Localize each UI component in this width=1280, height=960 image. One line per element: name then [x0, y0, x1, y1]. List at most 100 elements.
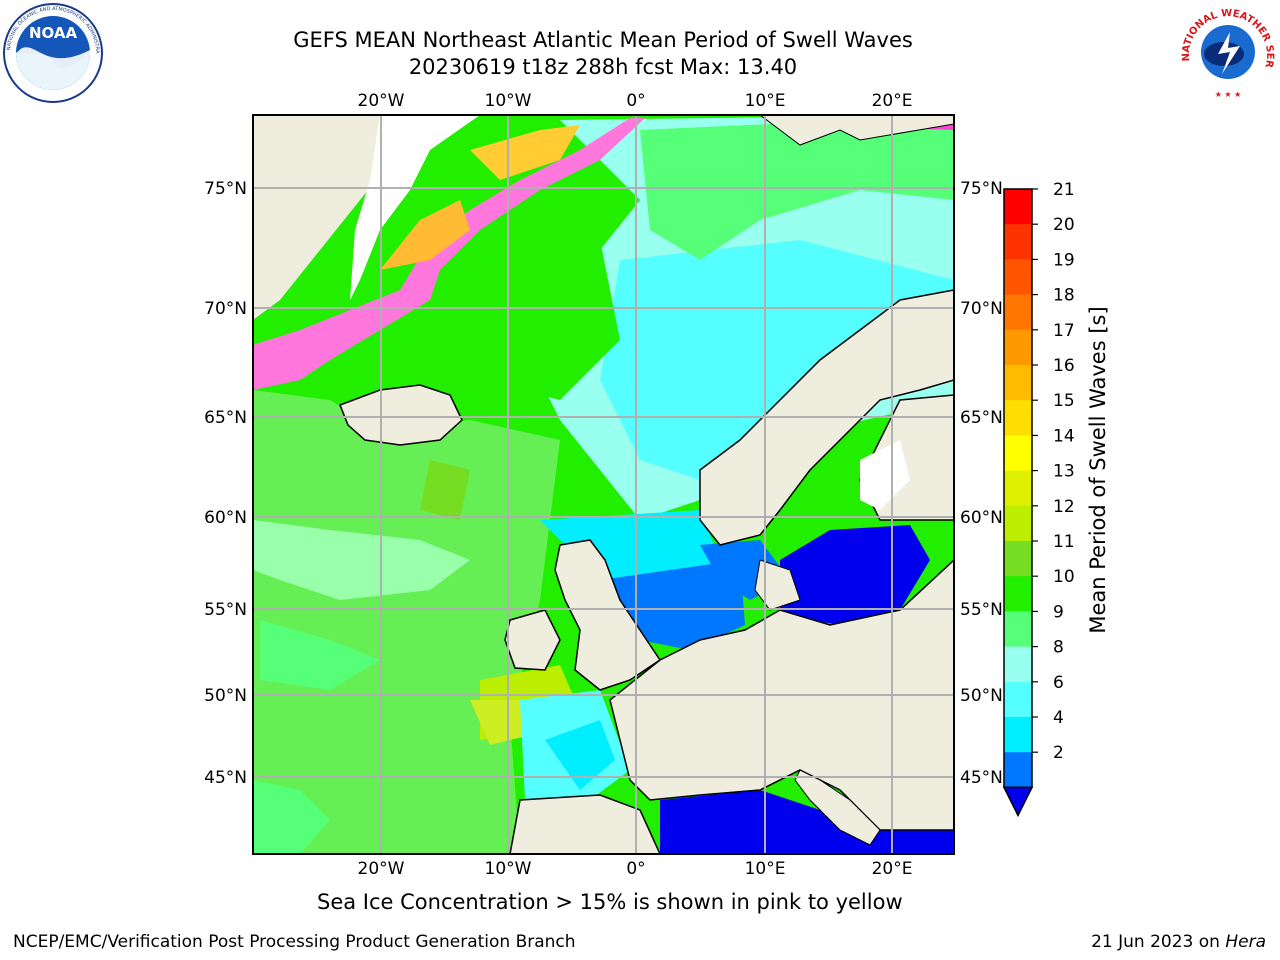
- sea-ice-yellow-1: [380, 200, 470, 270]
- gulf-of-bothnia-ice: [860, 440, 910, 510]
- lon-labels-top: 20°W 10°W 0° 10°E 20°E: [358, 91, 913, 111]
- colorbar-tick-label: 8: [1053, 638, 1064, 658]
- chart-title: GEFS MEAN Northeast Atlantic Mean Period…: [293, 28, 913, 52]
- colorbar-segment: [1004, 646, 1032, 683]
- colorbar-tick-label: 20: [1053, 215, 1075, 235]
- colorbar-tick-label: 14: [1053, 426, 1075, 446]
- swell-10-11-north: [450, 240, 620, 400]
- swell-lt2-mediterranean: [660, 790, 954, 854]
- colorbar: 21 20 19 18 17 16 15 14 13 12 11 10 9 8 6 4 2: [1002, 180, 1075, 818]
- land-iberia: [509, 794, 661, 854]
- land-great-britain: [554, 539, 662, 691]
- lat-label: 75°N: [204, 179, 247, 199]
- lat-label: 50°N: [204, 686, 247, 706]
- colorbar-tick-label: 11: [1053, 532, 1075, 552]
- lat-label: 65°N: [204, 408, 247, 428]
- colorbar-tick-label: 21: [1053, 180, 1075, 200]
- footer-host: Hera: [1225, 932, 1266, 952]
- colorbar-tick-label: 9: [1053, 602, 1064, 622]
- colorbar-tick-label: 6: [1053, 673, 1064, 693]
- footer-date: 21 Jun 2023 on Hera: [1091, 932, 1266, 952]
- colorbar-tick-label: 10: [1053, 567, 1075, 587]
- land-italy: [794, 769, 881, 846]
- lon-label: 10°E: [745, 859, 786, 879]
- colorbar-tick-label: 15: [1053, 391, 1075, 411]
- noaa-logo: NOAA NATIONAL OCEANIC AND ATMOSPHERIC AD…: [2, 2, 103, 103]
- colorbar-segment: [1004, 541, 1032, 577]
- svg-text:★ ★ ★: ★ ★ ★: [1215, 90, 1242, 99]
- lat-label: 75°N: [960, 179, 1003, 199]
- colorbar-extend-arrow: [1002, 786, 1034, 818]
- lat-label: 55°N: [960, 600, 1003, 620]
- lon-label: 10°E: [745, 91, 786, 111]
- land-greenland: [253, 115, 480, 320]
- lat-label: 45°N: [204, 768, 247, 788]
- gridlines: [253, 115, 954, 854]
- lon-label: 0°: [626, 91, 645, 111]
- swell-11-12-patch: [420, 460, 470, 520]
- colorbar-segment: [1004, 189, 1032, 225]
- lat-label: 65°N: [960, 408, 1003, 428]
- sea-ice-pink: [253, 118, 645, 390]
- land-denmark: [754, 559, 801, 611]
- lon-label: 20°E: [872, 859, 913, 879]
- swell-4-6-biscay: [545, 720, 615, 790]
- colorbar-segment: [1004, 400, 1032, 436]
- colorbar-label: Mean Period of Swell Waves [s]: [1086, 306, 1110, 633]
- colorbar-segment: [1004, 505, 1032, 542]
- lat-label: 70°N: [960, 299, 1003, 319]
- colorbar-tick-label: 12: [1053, 497, 1075, 517]
- nws-logo: NATIONAL WEATHER SERVICE ★ ★ ★: [1178, 2, 1275, 99]
- colorbar-tick-label: 13: [1053, 462, 1075, 482]
- swell-12-13-core: [470, 700, 530, 745]
- lon-label: 20°W: [358, 859, 405, 879]
- colorbar-segment: [1004, 681, 1032, 718]
- lon-label: 10°W: [485, 91, 532, 111]
- sea-ice-yellow-2: [470, 125, 580, 180]
- colorbar-segment: [1004, 611, 1032, 648]
- chart-subtitle: 20230619 t18z 288h fcst Max: 13.40: [408, 55, 798, 79]
- noaa-logo-text: NOAA: [29, 24, 78, 42]
- colorbar-segment: [1004, 435, 1032, 472]
- colorbar-segment: [1004, 576, 1032, 612]
- colorbar-tick-label: 16: [1053, 356, 1075, 376]
- lon-label: 10°W: [485, 859, 532, 879]
- colorbar-segment: [1004, 224, 1032, 260]
- lat-label: 55°N: [204, 600, 247, 620]
- lon-label: 20°E: [872, 91, 913, 111]
- greenland-ice-sheet: [350, 115, 480, 300]
- land-iceland: [339, 384, 463, 446]
- lat-label: 70°N: [204, 299, 247, 319]
- colorbar-tick-label: 4: [1053, 708, 1064, 728]
- lon-label: 0°: [626, 859, 645, 879]
- swell-9-10-patch: [260, 620, 380, 690]
- colorbar-segment: [1004, 717, 1032, 753]
- footer-credit: NCEP/EMC/Verification Post Processing Pr…: [13, 932, 576, 952]
- swell-8-9-patch-west: [253, 520, 470, 600]
- colorbar-segment: [1004, 294, 1032, 331]
- footer-date-text: 21 Jun 2023 on: [1091, 932, 1226, 952]
- lat-labels-right: 75°N 70°N 65°N 60°N 55°N 50°N 45°N: [960, 179, 1003, 788]
- map-area: [253, 115, 954, 854]
- land-svalbard: [759, 115, 954, 146]
- lon-labels-bottom: 20°W 10°W 0° 10°E 20°E: [358, 859, 913, 879]
- colorbar-tick-label: 2: [1053, 743, 1064, 763]
- lat-label: 60°N: [204, 508, 247, 528]
- lat-labels-left: 75°N 70°N 65°N 60°N 55°N 50°N 45°N: [204, 179, 247, 788]
- colorbar-outline: [1003, 188, 1033, 789]
- lat-label: 45°N: [960, 768, 1003, 788]
- swell-9-10-north: [640, 120, 954, 260]
- colorbar-tick-label: 18: [1053, 286, 1075, 306]
- lat-label: 50°N: [960, 686, 1003, 706]
- colorbar-tick-label: 17: [1053, 321, 1075, 341]
- lat-label: 60°N: [960, 508, 1003, 528]
- swell-6-8-norwegian: [600, 240, 954, 480]
- sea-ice-note: Sea Ice Concentration > 15% is shown in …: [317, 890, 903, 914]
- colorbar-segment: [1004, 365, 1032, 401]
- lon-label: 20°W: [358, 91, 405, 111]
- colorbar-segment: [1004, 470, 1032, 507]
- colorbar-tick-label: 19: [1053, 250, 1075, 270]
- swell-9-10-patch-south: [253, 780, 330, 854]
- map-frame: [252, 114, 955, 855]
